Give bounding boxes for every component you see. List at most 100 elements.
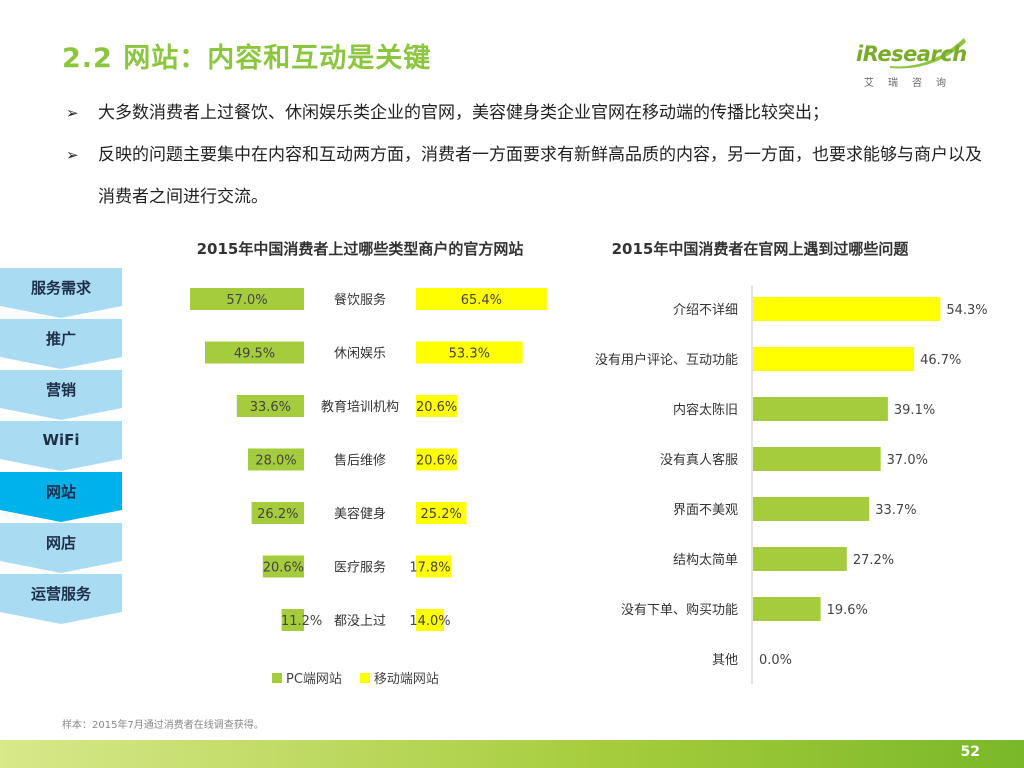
nav-item-label: 网站 [45, 482, 76, 501]
arrow-bullet-icon: ➢ [66, 146, 79, 164]
source-footnote: 样本：2015年7月通过消费者在线调查获得。 [62, 720, 264, 731]
iresearch-logo: iResearch 艾瑞咨询 [856, 36, 976, 90]
bullet-list: ➢ 大多数消费者上过餐饮、休闲娱乐类企业的官网，美容健身类企业官网在移动端的传播… [62, 92, 982, 218]
nav-item-label: 运营服务 [30, 584, 91, 603]
nav-item-label: 服务需求 [30, 278, 91, 297]
category-label: 没有下单、购买功能 [621, 602, 738, 618]
pc-bar [262, 555, 304, 578]
bar [753, 497, 870, 521]
pc-bar [205, 341, 304, 364]
category-label: 内容太陈旧 [673, 402, 738, 418]
mobile-bar [416, 555, 452, 578]
nav-chevron-shape [0, 523, 122, 573]
category-label: 教育培训机构 [321, 399, 399, 415]
pc-bar [236, 395, 304, 417]
nav-item-label: 营销 [45, 380, 76, 399]
nav-chevron-shape [0, 370, 122, 420]
mobile-value-label: 20.6% [416, 454, 457, 469]
bar-value-label: 39.1% [894, 403, 935, 418]
bar-value-label: 46.7% [920, 353, 961, 368]
pc-value-label: 33.6% [250, 400, 291, 415]
nav-chevron-shape [0, 472, 122, 522]
pc-value-label: 28.0% [255, 454, 296, 469]
pc-value-label: 57.0% [226, 293, 267, 308]
pc-bar [190, 288, 304, 310]
logo-swoosh-icon [890, 38, 966, 69]
bar-value-label: 37.0% [887, 453, 928, 468]
category-label: 售后维修 [334, 453, 386, 469]
pc-value-label: 49.5% [234, 347, 275, 362]
bar [753, 397, 888, 421]
category-label: 餐饮服务 [334, 292, 386, 308]
nav-item-label: 推广 [45, 329, 76, 348]
mobile-bar [416, 395, 458, 417]
mobile-value-label: 65.4% [461, 293, 502, 308]
mobile-bar [416, 288, 547, 310]
category-label: 没有用户评论、互动功能 [595, 352, 738, 368]
nav-chevron-shape [0, 319, 122, 369]
pc-bar [281, 609, 304, 631]
bar-value-label: 0.0% [759, 653, 792, 668]
nav-item-label: WiFi [42, 431, 80, 449]
logo-subtitle: 艾瑞咨询 [864, 78, 960, 89]
arrow-bullet-icon: ➢ [66, 104, 79, 122]
category-label: 界面不美观 [673, 503, 738, 518]
left-chart-title: 2015年中国消费者上过哪些类型商户的官方网站 [196, 240, 524, 258]
bullet-item: ➢ 大多数消费者上过餐饮、休闲娱乐类企业的官网，美容健身类企业官网在移动端的传播… [62, 92, 982, 134]
page-title: 2.2 网站：内容和互动是关键 [62, 43, 432, 74]
section-nav: 服务需求推广营销 WiFi 网站网店运营服务 [0, 268, 122, 625]
nav-chevron-shape [0, 268, 122, 318]
pc-value-label: 26.2% [257, 507, 298, 522]
nav-item-2[interactable]: 推广 [0, 319, 122, 369]
left-chart-legend: PC端网站 移动端网站 [272, 668, 439, 687]
bullet-text: 反映的问题主要集中在内容和互动两方面，消费者一方面要求有新鲜高品质的内容，另一方… [98, 145, 982, 207]
charts-canvas: 57.0% 65.4% 餐饮服务 49.5% 53.3% 休闲娱乐 33.6% 20.6% 教育… [190, 286, 988, 684]
legend-item-pc: PC端网站 [272, 668, 342, 687]
nav-item-6[interactable]: 网店 [0, 523, 122, 573]
mobile-value-label: 25.2% [421, 507, 462, 522]
category-label: 没有真人客服 [660, 452, 738, 468]
bar [753, 547, 847, 571]
bar [753, 297, 941, 321]
nav-item-1[interactable]: 服务需求 [0, 268, 122, 318]
mobile-bar [416, 502, 467, 524]
bullet-text: 大多数消费者上过餐饮、休闲娱乐类企业的官网，美容健身类企业官网在移动端的传播比较… [98, 103, 829, 123]
category-label: 都没上过 [334, 614, 386, 629]
nav-item-3[interactable]: 营销 [0, 370, 122, 420]
nav-item-label: 网店 [45, 533, 76, 552]
nav-chevron-shape [0, 574, 122, 624]
bar-value-label: 33.7% [875, 503, 916, 518]
legend-swatch-yellow [359, 672, 370, 683]
mobile-bar [416, 609, 444, 631]
pc-bar [251, 502, 304, 524]
nav-item-7[interactable]: 运营服务 [0, 574, 122, 624]
mobile-value-label: 17.8% [409, 561, 450, 576]
pc-bar [248, 448, 304, 471]
pc-value-label: 20.6% [263, 561, 304, 576]
nav-item-4[interactable]: WiFi [0, 421, 122, 471]
legend-label-pc: PC端网站 [286, 672, 342, 687]
category-label: 休闲娱乐 [334, 347, 386, 362]
bar-value-label: 19.6% [827, 603, 868, 618]
footer-bar [0, 740, 1024, 768]
right-chart-title: 2015年中国消费者在官网上遇到过哪些问题 [611, 240, 909, 258]
legend-item-mobile: 移动端网站 [359, 668, 439, 687]
logo-wordmark: iResearch [856, 42, 967, 66]
legend-swatch-green [272, 672, 282, 683]
nav-chevron-shape [0, 421, 122, 471]
page-number: 52 [960, 744, 980, 760]
pc-value-label: 11.2% [281, 614, 322, 629]
category-label: 结构太简单 [673, 552, 738, 568]
category-label: 医疗服务 [334, 560, 386, 576]
category-label: 美容健身 [334, 506, 386, 522]
legend-label-mobile: 移动端网站 [373, 672, 439, 687]
category-label: 介绍不详细 [673, 303, 738, 318]
nav-item-5[interactable]: 网站 [0, 472, 122, 522]
bar [753, 597, 821, 621]
mobile-bar [416, 341, 523, 364]
mobile-value-label: 20.6% [416, 400, 457, 415]
bar-value-label: 54.3% [946, 303, 987, 318]
bar [753, 347, 915, 371]
bullet-item: ➢ 反映的问题主要集中在内容和互动两方面，消费者一方面要求有新鲜高品质的内容，另… [62, 134, 982, 218]
bar-value-label: 27.2% [853, 553, 894, 568]
